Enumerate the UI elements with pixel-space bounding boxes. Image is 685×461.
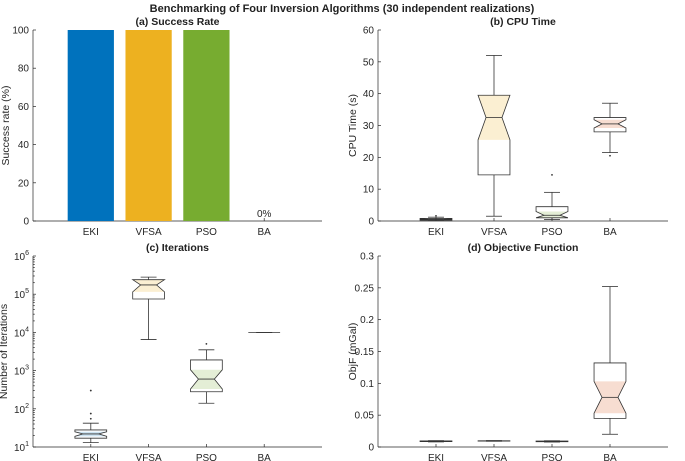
y-tick-label: 103 xyxy=(14,365,29,378)
outlier-point xyxy=(551,173,553,176)
y-tick-label: 102 xyxy=(14,403,29,416)
y-tick-label: 80 xyxy=(18,64,30,75)
box-body xyxy=(419,440,453,442)
bar-eki xyxy=(67,30,114,221)
box-eki xyxy=(74,389,108,444)
x-tick-label-ba: BA xyxy=(258,453,272,461)
y-tick-label: 100 xyxy=(12,26,29,37)
figure-title: Benchmarking of Four Inversion Algorithm… xyxy=(150,3,535,15)
x-tick-label-eki: EKI xyxy=(428,227,444,238)
panel-c: (c) Iterations 101 102 103 104 105 106 Number o… xyxy=(0,242,322,461)
y-tick-label: 40 xyxy=(18,140,30,151)
box-eki xyxy=(419,215,453,221)
y-axis-label: ObjF (mGal) xyxy=(347,323,359,381)
y-tick-label: 0.05 xyxy=(355,411,375,422)
y-axis-label: Number of Iterations xyxy=(0,304,10,399)
x-tick-label-ba: BA xyxy=(603,227,617,238)
y-tick-label: 0 xyxy=(23,217,29,228)
panel-b: (b) CPU Time 0 10 20 30 40 50 60 CPU Time (s) EKI… xyxy=(347,16,668,238)
x-tick-label-vfsa: VFSA xyxy=(136,227,162,238)
box-ba xyxy=(593,286,627,435)
x-tick-label-eki: EKI xyxy=(428,453,444,461)
box-pso xyxy=(535,173,569,220)
box-body xyxy=(419,218,453,221)
y-tick-label: 30 xyxy=(363,121,375,132)
panel-d-title: (d) Objective Function xyxy=(468,242,579,254)
bar-vfsa xyxy=(125,30,172,221)
y-tick-label: 0.2 xyxy=(360,315,374,326)
x-tick-label-ba: BA xyxy=(258,227,272,238)
box-body xyxy=(535,440,569,443)
box-ba xyxy=(593,102,627,157)
box-body xyxy=(131,279,166,300)
box-vfsa xyxy=(477,440,511,442)
y-tick-label: 50 xyxy=(363,57,375,68)
notch-fill xyxy=(132,279,165,292)
box-body xyxy=(477,94,511,176)
box-body xyxy=(74,429,108,439)
outlier-point xyxy=(89,417,92,420)
y-tick-label: 0.25 xyxy=(355,283,375,294)
y-tick-label: 101 xyxy=(14,441,29,454)
x-tick-label-pso: PSO xyxy=(196,453,217,461)
x-tick-label-vfsa: VFSA xyxy=(481,453,507,461)
panel-d: (d) Objective Function 0 0.05 0.1 0.15 0.2 0.2… xyxy=(347,242,668,461)
y-tick-label: 20 xyxy=(18,178,30,189)
y-tick-label: 60 xyxy=(363,26,375,37)
y-tick-label: 106 xyxy=(14,250,29,263)
y-tick-label: 20 xyxy=(363,153,375,164)
y-tick-label: 0 xyxy=(368,443,374,454)
y-axis-label: Success rate (%) xyxy=(0,86,12,166)
outlier-point xyxy=(609,154,611,157)
y-tick-label: 105 xyxy=(14,288,29,301)
y-tick-label: 40 xyxy=(363,89,375,100)
bar-pso xyxy=(183,30,230,221)
box-body xyxy=(190,359,223,393)
y-tick-label: 0.1 xyxy=(360,379,374,390)
y-tick-label: 0.3 xyxy=(360,252,374,263)
box-body xyxy=(593,362,627,419)
x-tick-label-ba: BA xyxy=(603,453,617,461)
y-axis-label: CPU Time (s) xyxy=(347,94,359,157)
x-tick-label-vfsa: VFSA xyxy=(136,453,162,461)
box-eki xyxy=(419,440,453,443)
x-tick-label-vfsa: VFSA xyxy=(481,227,507,238)
y-tick-label: 0.15 xyxy=(355,347,375,358)
notch-fill xyxy=(536,211,568,218)
outlier-point xyxy=(89,412,92,415)
panel-a-title: (a) Success Rate xyxy=(135,16,219,28)
x-tick-label-eki: EKI xyxy=(83,227,99,238)
outlier-point xyxy=(89,389,92,392)
box-pso xyxy=(535,440,569,443)
box-body xyxy=(535,206,569,219)
box-vfsa xyxy=(131,276,166,340)
panel-b-title: (b) CPU Time xyxy=(490,16,556,28)
x-tick-label-eki: EKI xyxy=(83,453,99,461)
outlier-point xyxy=(435,215,437,217)
x-tick-label-pso: PSO xyxy=(196,227,217,238)
box-body xyxy=(593,117,627,133)
bar-annotation: 0% xyxy=(257,209,272,220)
x-tick-label-pso: PSO xyxy=(541,227,562,238)
y-tick-label: 60 xyxy=(18,102,30,113)
panel-c-title: (c) Iterations xyxy=(146,242,209,254)
box-vfsa xyxy=(477,55,511,217)
x-tick-label-pso: PSO xyxy=(541,453,562,461)
box-pso xyxy=(190,342,223,404)
y-tick-label: 0 xyxy=(368,217,374,228)
outlier-point xyxy=(205,342,208,345)
panel-a: (a) Success Rate 0 20 40 60 80 100 Success rate… xyxy=(0,16,322,238)
y-tick-label: 104 xyxy=(14,326,29,339)
y-tick-label: 10 xyxy=(363,185,375,196)
